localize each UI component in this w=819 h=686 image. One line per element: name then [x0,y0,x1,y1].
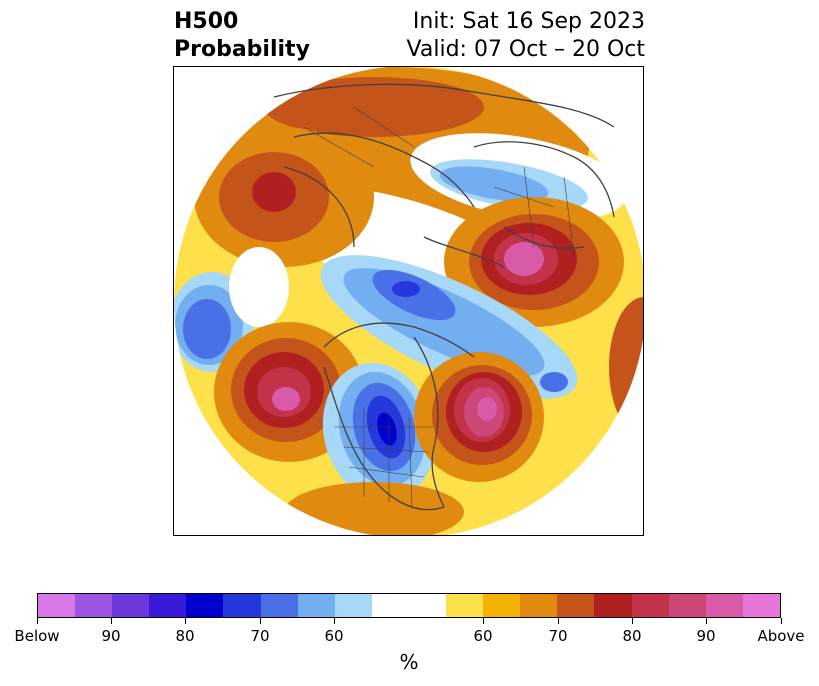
colorbar-tick [706,618,707,624]
colorbar-tick [483,618,484,624]
colorbar-segment [483,594,521,617]
map-panel [173,66,644,536]
colorbar-tick [111,618,112,624]
above-region [504,242,544,276]
colorbar-segment [75,594,113,617]
below-region [439,166,549,202]
colorbar-tick-label: 70 [548,627,568,645]
colorbar-tick-label: 80 [175,627,195,645]
colorbar-segment [408,594,447,617]
neutral-region [229,247,289,327]
title-variable: H500 [174,9,239,34]
colorbar-segment [149,594,187,617]
colorbar-segment [631,594,669,617]
colorbar-segment [371,594,409,617]
colorbar-tick [781,618,782,624]
colorbar-tick-label: Above [757,627,805,645]
colorbar-segment [112,594,150,617]
above-region [272,387,300,411]
colorbar-segment [557,594,595,617]
title-metric: Probability [174,37,310,62]
below-region [183,299,231,359]
colorbar-tick [334,618,335,624]
colorbar-tick-label: Below [14,627,60,645]
below-region [540,372,568,392]
colorbar-tick-label: 60 [324,627,344,645]
colorbar-segment [223,594,261,617]
colorbar-tick-label: 90 [101,627,121,645]
colorbar-segment [705,594,743,617]
below-region [377,412,397,446]
colorbar-unit: % [399,650,419,674]
colorbar-tick [260,618,261,624]
below-region [392,281,420,297]
colorbar-segment [594,594,632,617]
colorbar-segment [446,594,484,617]
chart-title-left: H500 Probability [174,8,310,64]
chart-title-right: Init: Sat 16 Sep 2023 Valid: 07 Oct – 20… [407,8,645,64]
colorbar [37,593,781,618]
above-region [264,77,484,137]
colorbar-tick [37,618,38,624]
borders [303,106,575,508]
colorbar-segment [334,594,372,617]
coastlines [273,83,615,511]
colorbar-segment [297,594,335,617]
colorbar-segment [38,594,76,617]
colorbar-tick-label: 80 [622,627,642,645]
colorbar-segment [260,594,298,617]
above-region [252,172,296,212]
colorbar-segment [668,594,706,617]
colorbar-tick-label: 90 [696,627,716,645]
colorbar-segment [520,594,558,617]
probability-map [174,67,643,535]
colorbar-tick-label: 70 [250,627,270,645]
colorbar-tick [632,618,633,624]
valid-range: Valid: 07 Oct – 20 Oct [406,37,645,62]
colorbar-segment [742,594,780,617]
colorbar-tick [558,618,559,624]
init-date: Init: Sat 16 Sep 2023 [412,9,645,34]
colorbar-tick [185,618,186,624]
above-region [477,397,497,421]
colorbar-segment [186,594,224,617]
colorbar-tick-label: 60 [473,627,493,645]
